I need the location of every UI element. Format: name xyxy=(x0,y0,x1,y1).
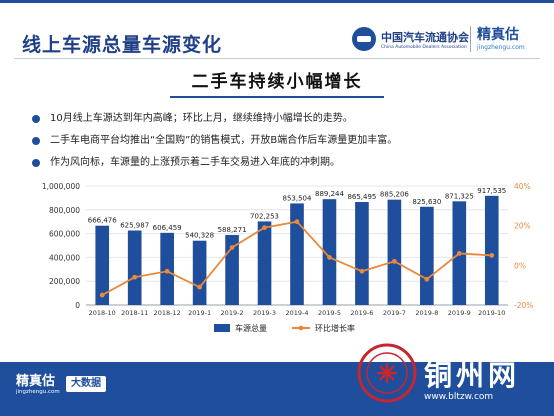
x-tick-label: 2019-6 xyxy=(350,309,373,317)
bar xyxy=(322,199,337,305)
header-divider xyxy=(14,58,540,59)
y-left-tick-label: 0 xyxy=(75,301,80,310)
logo-divider xyxy=(470,26,471,52)
bullet-dot-icon xyxy=(32,159,40,167)
data-label: 825,630 xyxy=(412,198,441,206)
line-point xyxy=(164,268,170,274)
x-tick-label: 2019-4 xyxy=(285,309,308,317)
line-point xyxy=(99,292,105,298)
data-label: 865,495 xyxy=(347,193,376,201)
line-point xyxy=(391,258,397,264)
line-point xyxy=(359,268,365,274)
y-left-tick-label: 200,000 xyxy=(49,277,80,286)
page-title: 线上车源总量车源变化 xyxy=(22,34,223,56)
data-label: 588,271 xyxy=(218,226,247,234)
bar xyxy=(355,202,369,305)
x-tick-label: 2019-10 xyxy=(478,309,505,317)
y-left-tick-label: 1,000,000 xyxy=(42,182,80,191)
x-tick-label: 2019-8 xyxy=(415,309,438,317)
watermark-text: 铜州网 xyxy=(424,359,521,392)
y-left-tick-label: 800,000 xyxy=(49,206,80,215)
bar xyxy=(257,221,272,305)
data-label: 889,244 xyxy=(315,190,344,198)
bullet-dot-icon xyxy=(32,115,40,123)
legend-label: 环比增长率 xyxy=(315,323,355,333)
line-point xyxy=(327,255,332,260)
x-tick-label: 2019-5 xyxy=(318,309,341,317)
data-label: 702,253 xyxy=(250,212,279,220)
top-accent-bar xyxy=(0,0,554,3)
data-label: 853,504 xyxy=(283,194,312,202)
legend-line-marker xyxy=(298,325,304,331)
bullet-item: 作为风向标，车源量的上涨预示着二手车交易进入年底的冲刺期。 xyxy=(30,156,397,178)
legend-label: 车源总量 xyxy=(235,323,267,333)
bar xyxy=(387,199,402,305)
line-point xyxy=(294,219,300,225)
combo-chart: 0 200,000 400,000 600,000 800,000 1,000,000 -2… xyxy=(42,182,534,333)
jingzhengu-logo-name: 精真估 xyxy=(477,27,519,43)
y-left-tick-label: 400,000 xyxy=(49,253,80,262)
footer-brand-name: 精真估 xyxy=(16,374,56,389)
legend-bar-swatch xyxy=(214,324,230,332)
data-label: 885,206 xyxy=(380,191,409,199)
watermark-seal-icon xyxy=(357,343,417,403)
x-tick-label: 2019-9 xyxy=(448,309,471,317)
line-point xyxy=(229,245,235,250)
data-label: 540,328 xyxy=(185,232,214,240)
bullet-item: 二手车电商平台均推出“全国购”的销售模式，开放B端合作后车源量更加丰富。 xyxy=(30,134,397,156)
bullet-dot-icon xyxy=(32,137,40,145)
line-point xyxy=(132,274,138,280)
line-point xyxy=(489,253,495,258)
jingzhengu-logo: 精真估 jingzhengu.com xyxy=(477,24,525,51)
x-tick-label: 2019-7 xyxy=(383,309,406,317)
bar xyxy=(420,206,434,305)
data-label: 917,535 xyxy=(477,187,506,195)
bullet-text: 作为风向标，车源量的上涨预示着二手车交易进入年底的冲刺期。 xyxy=(50,157,340,168)
y-right-tick-label: 0% xyxy=(514,261,526,270)
y-left-tick-label: 600,000 xyxy=(49,230,80,239)
line-point xyxy=(262,225,267,231)
x-tick-label: 2019-1 xyxy=(188,309,211,317)
x-tick-label: 2019-2 xyxy=(221,309,244,317)
x-tick-label: 2018-11 xyxy=(121,309,148,317)
bullet-list: 10月线上车源达到年内高峰；环比上月，继续维持小幅增长的走势。 二手车电商平台均… xyxy=(30,112,397,178)
y-right-tick-label: 20% xyxy=(514,222,531,231)
bullet-text: 10月线上车源达到年内高峰；环比上月，继续维持小幅增长的走势。 xyxy=(50,113,353,124)
footer-brand: 精真估 jingzhengu.com xyxy=(16,370,60,395)
bullet-text: 二手车电商平台均推出“全国购”的销售模式，开放B端合作后车源量更加丰富。 xyxy=(50,135,398,146)
watermark-url: www.bltzw.com xyxy=(424,392,494,402)
bar xyxy=(95,225,110,305)
line-point xyxy=(424,276,430,282)
data-label: 666,476 xyxy=(88,217,117,225)
cada-logo: 中国汽车流通协会 China Automobile Dealers Associ… xyxy=(352,24,469,54)
data-label: 871,325 xyxy=(445,192,474,200)
bullet-item: 10月线上车源达到年内高峰；环比上月，继续维持小幅增长的走势。 xyxy=(30,112,397,134)
x-tick-label: 2019-3 xyxy=(253,309,276,317)
footer-brand-url: jingzhengu.com xyxy=(16,389,60,395)
section-title-underline xyxy=(170,96,384,98)
footer-tag: 大数据 xyxy=(66,376,106,392)
bar xyxy=(127,230,142,305)
x-tick-label: 2018-12 xyxy=(154,309,181,317)
bar xyxy=(484,195,499,305)
section-title: 二手车持续小幅增长 xyxy=(191,71,363,92)
x-tick-label: 2018-10 xyxy=(89,309,116,317)
bar xyxy=(290,203,304,305)
line-point xyxy=(197,284,203,290)
cada-logo-english: China Automobile Dealers Association xyxy=(381,44,467,50)
y-right-tick-label: -20% xyxy=(514,301,533,310)
cada-logo-icon xyxy=(352,27,376,51)
y-right-tick-label: 40% xyxy=(514,182,531,191)
cada-logo-name: 中国汽车流通协会 xyxy=(381,30,469,44)
jingzhengu-logo-url: jingzhengu.com xyxy=(477,44,525,51)
data-label: 625,987 xyxy=(120,222,149,230)
bar xyxy=(192,240,207,305)
line-point xyxy=(456,251,462,256)
data-label: 606,459 xyxy=(153,224,182,232)
